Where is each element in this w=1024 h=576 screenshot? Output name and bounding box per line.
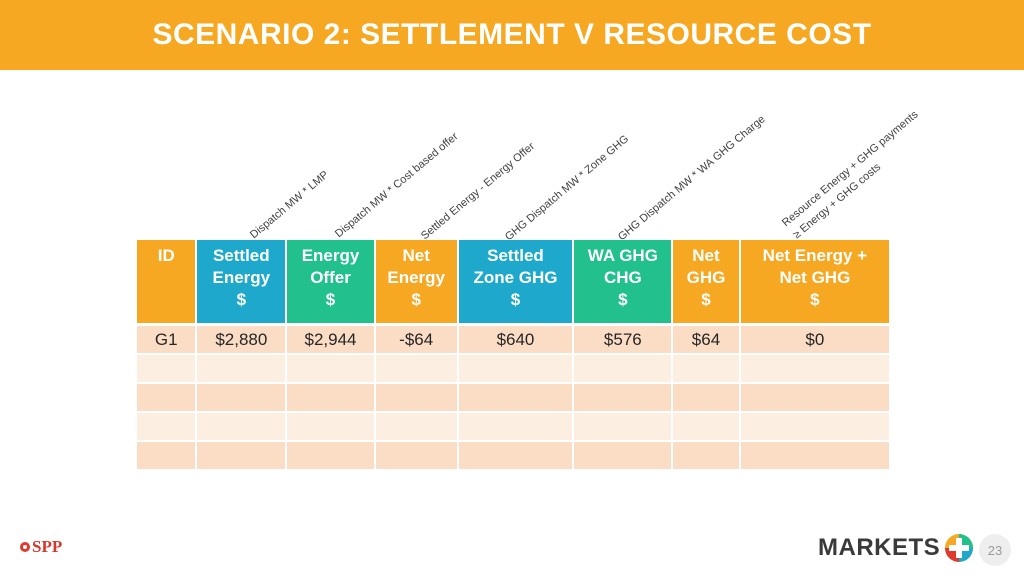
table-cell [458,442,573,471]
table-cell [197,413,286,442]
formula-label-wa-ghg-chg: GHG Dispatch MW * WA GHG Charge [616,113,768,244]
table-cell [137,384,196,413]
spp-logo-text: SPP [32,537,63,556]
settlement-table: ID Settled Energy $ Energy Offer $ Net E… [135,240,891,471]
header-line: $ [325,290,336,309]
header-line: Energy [212,268,271,287]
table-cell [197,442,286,471]
cell-wa-ghg-chg: $576 [574,326,672,355]
table-cell [673,413,739,442]
cell-settled-zone-ghg: $640 [458,326,573,355]
table-cell [375,355,457,384]
header-id: ID [137,240,196,323]
header-line: Settled [487,246,544,265]
table-row [137,413,889,442]
header-line: Net [692,246,720,265]
table-cell [574,413,672,442]
spp-logo: SPP [20,537,62,557]
table-cell [137,355,196,384]
header-line: CHG [603,268,642,287]
cell-net-ghg: $64 [673,326,739,355]
header-line: $ [701,290,711,309]
cell-id: G1 [137,326,196,355]
table-cell [740,355,889,384]
table-cell [740,384,889,413]
cell-energy-offer: $2,944 [287,326,374,355]
formula-label-net-sum-line1: Resource Energy + GHG payments [780,108,921,230]
plus-badge-icon [945,534,974,562]
header-settled-zone-ghg: Settled Zone GHG $ [458,240,573,323]
page-number: 23 [979,534,1011,566]
header-line: $ [510,290,521,309]
table-cell [574,384,672,413]
table-cell [287,413,374,442]
table-cell [458,384,573,413]
table-cell [197,355,286,384]
table-cell [287,442,374,471]
header-line: $ [236,290,247,309]
table-row [137,355,889,384]
table-cell [375,442,457,471]
table-cell [137,413,196,442]
table-cell [375,384,457,413]
table-cell [740,413,889,442]
header-net-energy-plus-net-ghg: Net Energy + Net GHG $ [740,240,889,323]
table-header-row: ID Settled Energy $ Energy Offer $ Net E… [137,240,889,323]
header-line: WA GHG [587,246,658,265]
spp-logo-icon [20,542,30,552]
cell-net-total: $0 [740,326,889,355]
table-row [137,384,889,413]
cell-net-energy: -$64 [375,326,457,355]
header-line: $ [810,290,820,309]
table-cell [137,442,196,471]
header-line: $ [411,290,421,309]
header-line: Offer [310,268,351,287]
header-line: Energy [301,246,360,265]
markets-plus-logo: MARKETS [818,533,974,563]
header-line: Net GHG [779,268,851,287]
table-cell [740,442,889,471]
table-cell [375,413,457,442]
header-net-ghg: Net GHG $ [673,240,739,323]
markets-logo-text: MARKETS [818,534,941,561]
table-cell [458,413,573,442]
slide-title: SCENARIO 2: SETTLEMENT V RESOURCE COST [152,18,872,51]
table-cell [287,384,374,413]
table-cell [673,384,739,413]
table-cell [197,384,286,413]
header-line: ID [157,246,175,265]
table-cell [574,442,672,471]
table-row [137,442,889,471]
header-line: Net Energy + [762,246,868,265]
cell-settled-energy: $2,880 [197,326,286,355]
title-bar: SCENARIO 2: SETTLEMENT V RESOURCE COST [0,0,1024,70]
header-settled-energy: Settled Energy $ [197,240,286,323]
header-line: GHG [686,268,726,287]
header-net-energy: Net Energy $ [375,240,457,323]
table-cell [458,355,573,384]
header-line: Energy [387,268,446,287]
table-cell [673,355,739,384]
table-row: G1 $2,880 $2,944 -$64 $640 $576 $64 $0 [137,326,889,355]
table-cell [574,355,672,384]
header-wa-ghg-chg: WA GHG CHG $ [574,240,672,323]
header-energy-offer: Energy Offer $ [287,240,374,323]
table-cell [287,355,374,384]
header-line: $ [618,290,628,309]
header-line: Net [402,246,430,265]
header-line: Settled [212,246,270,265]
table-cell [673,442,739,471]
formula-label-settled-energy: Dispatch MW * LMP [248,168,332,242]
header-line: Zone GHG [473,268,558,287]
